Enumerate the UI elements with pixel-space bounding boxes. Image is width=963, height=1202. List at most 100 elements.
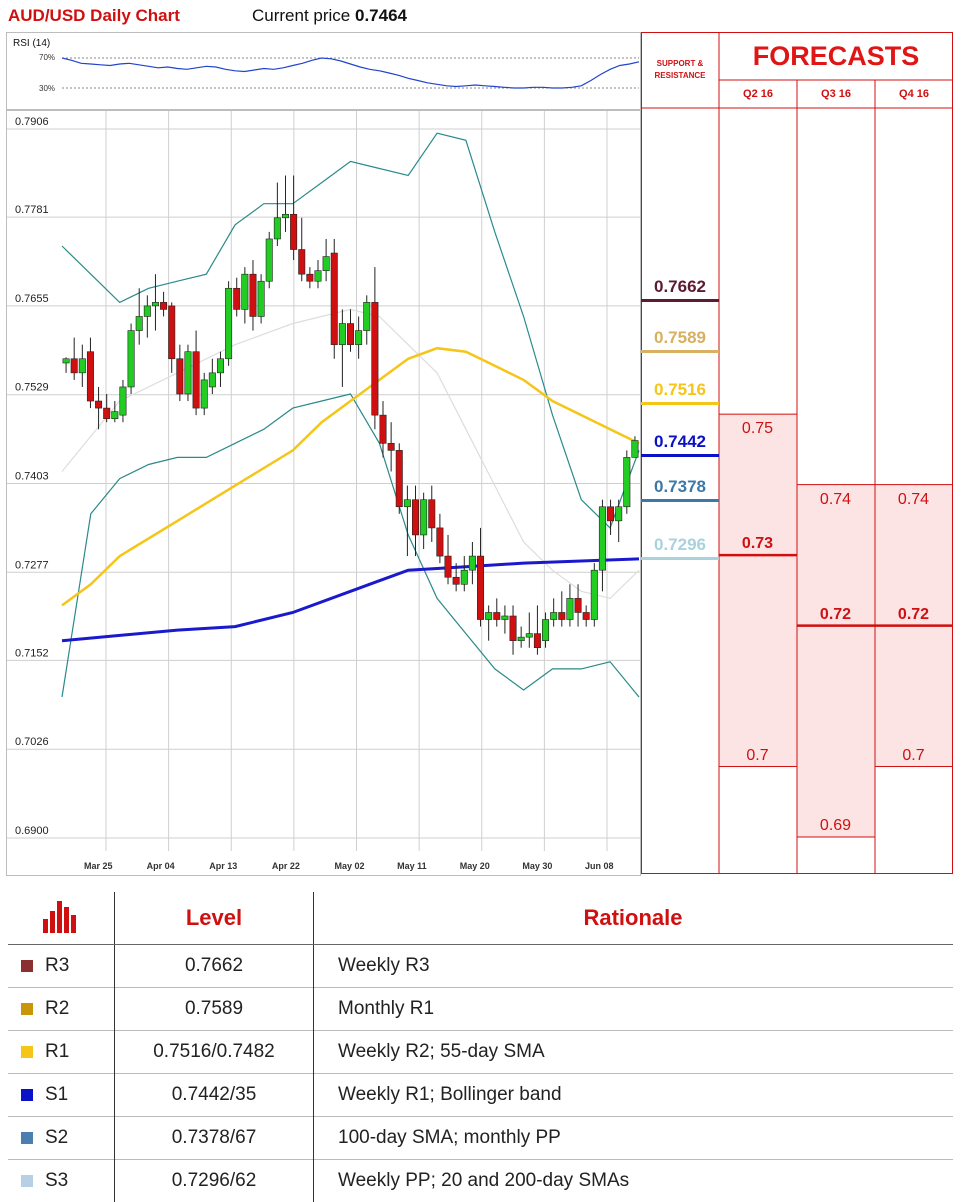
level-code-cell: S1: [8, 1074, 115, 1117]
sr-level-line: [641, 454, 719, 457]
x-tick-label: Apr 13: [209, 861, 237, 871]
y-tick-label: 0.7906: [15, 116, 49, 128]
candle: [469, 542, 475, 584]
forecast-low-value: 0.69: [797, 817, 874, 835]
candle: [526, 612, 532, 647]
candle: [193, 331, 199, 416]
candle: [502, 605, 508, 633]
candle: [95, 387, 101, 429]
level-code-cell: R2: [8, 988, 115, 1031]
level-color-swatch: [21, 960, 33, 972]
x-tick-label: May 02: [335, 861, 365, 871]
sma20-line: [62, 309, 639, 598]
sr-level-value: 0.7589: [641, 328, 719, 348]
candle: [299, 218, 305, 281]
candle: [103, 394, 109, 422]
candle: [429, 486, 435, 542]
level-code: S1: [45, 1084, 68, 1105]
candle: [87, 338, 93, 408]
candle: [274, 183, 280, 246]
quarter-label-q2: Q2 16: [719, 80, 797, 108]
quarter-label-q3: Q3 16: [797, 80, 875, 108]
y-tick-label: 0.7403: [15, 471, 49, 483]
level-header: Level: [115, 892, 314, 945]
candle: [624, 450, 630, 513]
rationale-header: Rationale: [314, 892, 954, 945]
forecast-panel: SUPPORT & RESISTANCE FORECASTS Q2 16 Q3 …: [641, 32, 953, 874]
x-tick-label: Apr 22: [272, 861, 300, 871]
candle: [234, 278, 240, 317]
y-tick-label: 0.7277: [15, 559, 49, 571]
sr-level-line: [641, 350, 719, 353]
candle: [339, 309, 345, 387]
level-code: R1: [45, 1041, 69, 1062]
forecast-mid-value: 0.72: [797, 606, 874, 624]
y-tick-label: 0.7026: [15, 736, 49, 748]
candle: [169, 302, 175, 372]
level-rationale: Monthly R1: [314, 988, 954, 1031]
candle: [404, 486, 410, 556]
level-code-cell: S2: [8, 1117, 115, 1160]
candle: [518, 627, 524, 648]
candle: [144, 295, 150, 337]
level-rationale: Weekly PP; 20 and 200-day SMAs: [314, 1160, 954, 1202]
bar-chart-icon: [41, 897, 81, 933]
quarter-label-q4: Q4 16: [875, 80, 953, 108]
chart-title: AUD/USD Daily Chart: [8, 6, 180, 26]
rsi-panel: RSI (14) 70% 30%: [6, 32, 641, 110]
candle: [364, 295, 370, 344]
x-tick-label: Mar 25: [84, 861, 113, 871]
rsi-title: RSI (14): [13, 38, 50, 49]
level-rationale: Weekly R2; 55-day SMA: [314, 1031, 954, 1074]
candle: [599, 500, 605, 592]
candle: [128, 324, 134, 394]
sr-level-line: [641, 402, 719, 405]
candle: [445, 535, 451, 584]
candle: [550, 598, 556, 626]
forecast-low-value: 0.7: [875, 747, 952, 765]
candle: [307, 267, 313, 288]
candle: [242, 267, 248, 323]
candle: [185, 345, 191, 401]
candle: [591, 563, 597, 626]
sr-level-line: [641, 557, 719, 560]
candle: [120, 380, 126, 422]
level-value: 0.7662: [115, 945, 314, 988]
candle: [396, 443, 402, 513]
sr-title-line1: SUPPORT &: [655, 58, 706, 70]
level-code-cell: R1: [8, 1031, 115, 1074]
level-code: R2: [45, 998, 69, 1019]
price-chart-svg: 0.79060.77810.76550.75290.74030.72770.71…: [7, 111, 640, 875]
forecast-range: [797, 485, 875, 837]
sr-level-value: 0.7296: [641, 535, 719, 555]
candle: [583, 605, 589, 626]
sr-level-value: 0.7662: [641, 277, 719, 297]
candle: [201, 373, 207, 415]
candle: [315, 260, 321, 288]
candle: [477, 528, 483, 627]
candle: [494, 598, 500, 626]
candle: [177, 345, 183, 401]
forecast-high-value: 0.74: [875, 491, 952, 509]
sr-title-line2: RESISTANCE: [655, 70, 706, 82]
candle: [250, 260, 256, 330]
level-rationale: 100-day SMA; monthly PP: [314, 1117, 954, 1160]
x-tick-label: May 11: [397, 861, 427, 871]
candle: [266, 232, 272, 288]
y-tick-label: 0.6900: [15, 825, 49, 837]
rsi-level-70: 70%: [39, 53, 55, 62]
forecast-high-value: 0.74: [797, 491, 874, 509]
candle: [152, 274, 158, 330]
y-tick-label: 0.7655: [15, 293, 49, 305]
sr-level-line: [641, 499, 719, 502]
candle: [136, 288, 142, 344]
rsi-level-30: 30%: [39, 84, 55, 93]
current-price-value: 0.7464: [355, 6, 407, 25]
current-price-label: Current price: [252, 6, 350, 25]
